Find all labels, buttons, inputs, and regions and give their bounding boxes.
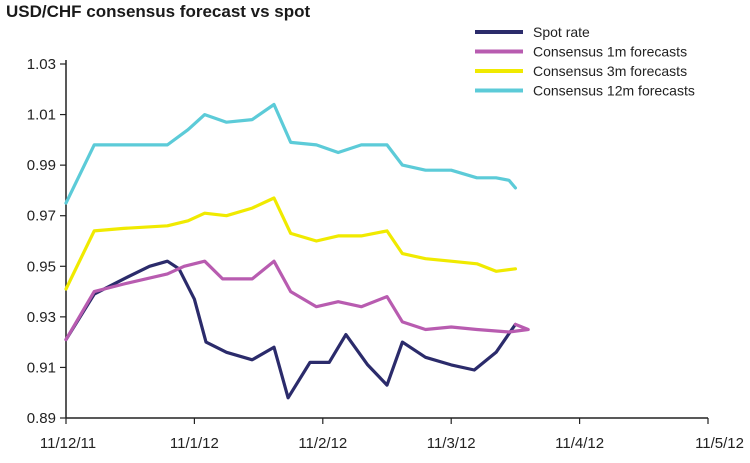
legend: Spot rate Consensus 1m forecasts Consensus…	[475, 24, 695, 99]
legend-label: Consensus 3m forecasts	[533, 63, 687, 79]
series-line-2	[64, 259, 530, 342]
series-lines	[64, 102, 530, 400]
legend-label: Consensus 1m forecasts	[533, 44, 687, 60]
y-tick-label: 0.97	[27, 208, 56, 225]
series-line-3	[64, 196, 518, 291]
x-tick-label: 11/4/12	[555, 435, 604, 452]
series-line-1	[64, 259, 518, 400]
x-tick-label: 11/2/12	[298, 435, 347, 452]
legend-label: Spot rate	[533, 24, 590, 40]
legend-label: Consensus 12m forecasts	[533, 83, 695, 99]
y-tick-label: 0.89	[27, 410, 56, 427]
y-tick-label: 0.91	[27, 359, 56, 376]
series-line-4	[64, 102, 518, 205]
y-tick-label: 1.01	[27, 107, 56, 124]
y-tick-label: 0.99	[27, 157, 56, 174]
x-tick-label: 11/5/12	[695, 435, 744, 452]
x-tick-label: 11/3/12	[427, 435, 476, 452]
chart-title: USD/CHF consensus forecast vs spot	[6, 2, 311, 21]
x-tick-label: 11/12/11	[40, 435, 96, 452]
x-tick-label: 11/1/12	[170, 435, 219, 452]
y-tick-label: 0.93	[27, 309, 56, 326]
y-tick-label: 1.03	[27, 56, 56, 73]
y-tick-label: 0.95	[27, 258, 56, 275]
axes: 0.89 0.91 0.93 0.95 0.97 0.99 1.01 1.03 11/12/11…	[27, 56, 744, 452]
